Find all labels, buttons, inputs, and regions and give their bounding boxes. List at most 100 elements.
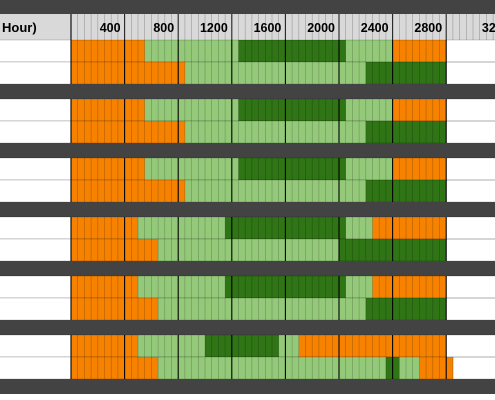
heat-cell bbox=[184, 40, 192, 62]
heat-cell bbox=[84, 121, 92, 143]
heat-cell bbox=[305, 180, 313, 202]
heat-cell bbox=[251, 276, 259, 298]
heat-cell bbox=[298, 40, 306, 62]
heat-cell bbox=[352, 239, 360, 261]
heat-cell bbox=[399, 217, 407, 239]
heat-cell bbox=[131, 298, 139, 320]
heat-cell bbox=[372, 158, 380, 180]
heat-cell bbox=[339, 335, 346, 357]
heat-cell bbox=[446, 357, 454, 379]
heat-cell bbox=[258, 239, 266, 261]
heat-cell bbox=[191, 40, 199, 62]
heat-cell bbox=[305, 357, 313, 379]
heat-cell bbox=[258, 40, 266, 62]
heat-cell bbox=[191, 335, 199, 357]
heat-cell bbox=[171, 335, 179, 357]
heat-cell bbox=[184, 99, 192, 121]
header-tick-label: 2400 bbox=[361, 21, 389, 35]
heat-cell bbox=[285, 62, 293, 84]
heat-cell bbox=[218, 180, 226, 202]
heat-cell bbox=[365, 62, 373, 84]
heat-cell bbox=[218, 62, 226, 84]
heat-cell bbox=[184, 276, 192, 298]
heat-cell bbox=[245, 158, 253, 180]
heat-cell bbox=[325, 180, 333, 202]
header-hour-label: Hour) bbox=[2, 20, 37, 35]
heat-cell bbox=[211, 276, 219, 298]
heat-cell bbox=[339, 276, 346, 298]
heat-cell bbox=[432, 357, 440, 379]
heat-cell bbox=[352, 158, 360, 180]
heat-cell bbox=[138, 62, 145, 84]
heat-cell bbox=[158, 357, 166, 379]
heat-cell bbox=[298, 357, 306, 379]
heat-cell bbox=[265, 276, 273, 298]
heat-cell bbox=[426, 40, 434, 62]
heat-cell bbox=[117, 335, 125, 357]
heat-cell bbox=[258, 158, 266, 180]
heat-cell bbox=[406, 99, 413, 121]
heat-cell bbox=[251, 40, 259, 62]
heat-cell bbox=[138, 158, 145, 180]
heat-cell bbox=[205, 239, 212, 261]
heat-cell bbox=[111, 217, 119, 239]
heat-cell bbox=[379, 40, 387, 62]
heat-cell bbox=[158, 121, 166, 143]
heat-cell bbox=[91, 62, 99, 84]
heat-cell bbox=[198, 62, 206, 84]
heat-cell bbox=[325, 99, 333, 121]
heat-cell bbox=[211, 99, 219, 121]
heat-cell bbox=[144, 357, 152, 379]
heat-cell bbox=[439, 239, 447, 261]
heat-cell bbox=[158, 158, 166, 180]
heat-cell bbox=[439, 180, 447, 202]
heat-cell bbox=[144, 121, 152, 143]
heat-cell bbox=[392, 121, 400, 143]
heat-cell bbox=[332, 62, 340, 84]
heat-cell bbox=[305, 158, 313, 180]
heat-cell bbox=[339, 180, 346, 202]
heat-cell bbox=[359, 298, 367, 320]
heat-cell bbox=[111, 357, 119, 379]
heat-cell bbox=[258, 357, 266, 379]
heat-cell bbox=[251, 99, 259, 121]
heat-cell bbox=[285, 335, 293, 357]
heat-cell bbox=[111, 335, 119, 357]
heat-cell bbox=[298, 62, 306, 84]
heat-cell bbox=[352, 99, 360, 121]
heat-cell bbox=[91, 357, 99, 379]
heat-cell bbox=[124, 276, 132, 298]
heat-cell bbox=[318, 158, 326, 180]
heat-cell bbox=[144, 40, 152, 62]
heat-cell bbox=[379, 121, 387, 143]
heat-cell bbox=[318, 298, 326, 320]
heat-cell bbox=[312, 357, 320, 379]
heat-cell bbox=[432, 298, 440, 320]
heat-cell bbox=[399, 357, 407, 379]
heat-cell bbox=[278, 99, 286, 121]
heat-cell bbox=[372, 239, 380, 261]
heat-cell bbox=[419, 276, 427, 298]
heat-cell bbox=[131, 335, 139, 357]
heat-cell bbox=[71, 121, 78, 143]
heat-cell bbox=[138, 335, 145, 357]
heat-cell bbox=[372, 217, 380, 239]
heat-cell bbox=[225, 158, 233, 180]
heat-cell bbox=[292, 62, 300, 84]
heat-cell bbox=[84, 357, 92, 379]
heat-cell bbox=[318, 180, 326, 202]
heat-cell bbox=[151, 121, 159, 143]
heat-cell bbox=[318, 40, 326, 62]
heat-cell bbox=[71, 298, 78, 320]
heat-cell bbox=[77, 217, 85, 239]
row-label-cell bbox=[0, 217, 71, 239]
heat-cell bbox=[406, 276, 413, 298]
heat-cell bbox=[84, 276, 92, 298]
heat-cell bbox=[171, 239, 179, 261]
heat-cell bbox=[345, 298, 353, 320]
heat-cell bbox=[124, 357, 132, 379]
heat-cell bbox=[352, 298, 360, 320]
heat-cell bbox=[325, 40, 333, 62]
heat-cell bbox=[245, 99, 253, 121]
heat-cell bbox=[272, 217, 279, 239]
